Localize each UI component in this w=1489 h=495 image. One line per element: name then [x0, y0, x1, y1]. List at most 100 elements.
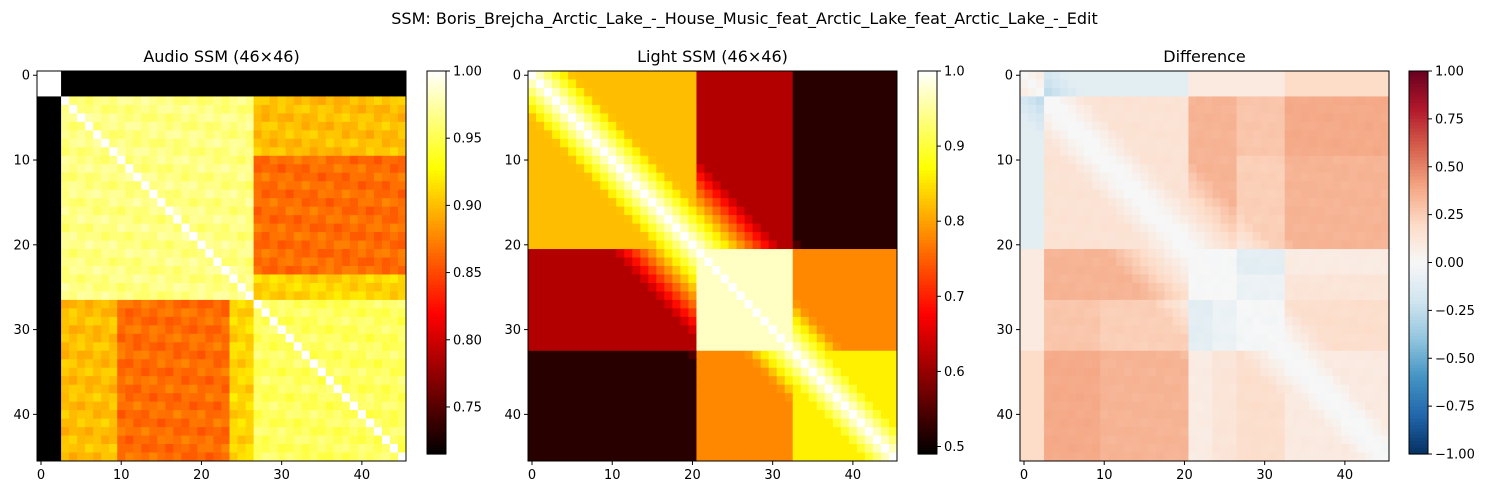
heatmap-cell	[133, 342, 142, 352]
heatmap-cell	[584, 87, 593, 97]
heatmap-cell	[269, 333, 279, 343]
heatmap-cell	[552, 215, 561, 225]
heatmap-cell	[373, 155, 383, 165]
heatmap-cell	[77, 299, 86, 309]
heatmap-cell	[237, 113, 247, 123]
heatmap-cell	[189, 452, 198, 462]
heatmap-cell	[277, 384, 287, 394]
heatmap-cell	[600, 367, 609, 377]
heatmap-cell	[149, 410, 158, 420]
heatmap-cell	[1060, 130, 1069, 140]
heatmap-cell	[261, 240, 271, 250]
heatmap-cell	[1060, 138, 1069, 148]
heatmap-cell	[333, 257, 343, 267]
heatmap-cell	[616, 71, 625, 80]
heatmap-cell	[1076, 87, 1085, 97]
heatmap-cell	[293, 266, 303, 275]
heatmap-cell	[560, 333, 569, 343]
heatmap-cell	[301, 249, 311, 259]
heatmap-cell	[592, 452, 601, 462]
heatmap-cell	[688, 138, 697, 148]
heatmap-cell	[253, 427, 263, 437]
heatmap-cell	[109, 316, 118, 326]
heatmap-cell	[792, 130, 802, 140]
heatmap-cell	[237, 181, 247, 191]
heatmap-cell	[824, 291, 834, 301]
heatmap-cell	[205, 316, 214, 326]
heatmap-cell	[816, 299, 826, 309]
heatmap-cell	[568, 232, 577, 242]
heatmap-cell	[736, 316, 746, 326]
heatmap-cell	[544, 282, 553, 292]
heatmap-cell	[544, 96, 553, 106]
heatmap-cell	[245, 96, 255, 106]
heatmap-cell	[720, 147, 730, 157]
heatmap-cell	[552, 452, 561, 462]
heatmap-cell	[149, 282, 158, 292]
heatmap-cell	[189, 410, 198, 420]
heatmap-cell	[864, 240, 874, 250]
heatmap-cell	[117, 342, 126, 352]
heatmap-cell	[101, 266, 110, 275]
heatmap-cell	[45, 181, 54, 191]
heatmap-cell	[61, 232, 70, 242]
heatmap-cell	[1308, 87, 1318, 97]
heatmap-cell	[640, 138, 649, 148]
heatmap-cell	[237, 232, 247, 242]
heatmap-cell	[1036, 130, 1045, 140]
heatmap-cell	[365, 359, 375, 369]
heatmap-cell	[245, 444, 255, 454]
colorbar-segment	[427, 386, 446, 391]
heatmap-cell	[69, 164, 78, 174]
heatmap-cell	[365, 384, 375, 394]
heatmap-cell	[728, 316, 738, 326]
heatmap-cell	[205, 232, 214, 242]
colorbar-segment	[427, 112, 446, 117]
heatmap-cell	[373, 198, 383, 208]
heatmap-cell	[536, 104, 545, 114]
heatmap-cell	[552, 367, 561, 377]
heatmap-cell	[624, 181, 633, 191]
audio-ssm-heatmap	[37, 71, 407, 462]
heatmap-cell	[888, 299, 898, 309]
heatmap-cell	[816, 291, 826, 301]
heatmap-cell	[1220, 138, 1230, 148]
heatmap-cell	[1236, 96, 1246, 106]
heatmap-cell	[1204, 96, 1214, 106]
heatmap-cell	[141, 325, 150, 335]
heatmap-cell	[37, 96, 46, 106]
heatmap-cell	[149, 266, 158, 275]
heatmap-cell	[333, 266, 343, 275]
heatmap-cell	[1164, 113, 1173, 123]
heatmap-cell	[752, 427, 762, 437]
heatmap-cell	[576, 350, 585, 360]
heatmap-cell	[1324, 138, 1334, 148]
heatmap-cell	[341, 232, 351, 242]
heatmap-cell	[101, 130, 110, 140]
heatmap-cell	[760, 87, 770, 97]
heatmap-cell	[93, 308, 102, 318]
heatmap-cell	[648, 376, 657, 386]
heatmap-cell	[181, 104, 190, 114]
heatmap-cell	[53, 291, 62, 301]
heatmap-cell	[744, 325, 754, 335]
heatmap-cell	[325, 418, 335, 428]
heatmap-cell	[544, 71, 553, 80]
heatmap-cell	[53, 138, 62, 148]
heatmap-cell	[576, 418, 585, 428]
heatmap-cell	[864, 232, 874, 242]
heatmap-cell	[552, 257, 561, 267]
heatmap-cell	[117, 401, 126, 411]
heatmap-cell	[616, 376, 625, 386]
colorbar-segment	[427, 214, 446, 219]
heatmap-cell	[1380, 79, 1390, 89]
heatmap-cell	[149, 333, 158, 343]
heatmap-cell	[205, 189, 214, 199]
heatmap-cell	[696, 215, 705, 225]
heatmap-cell	[189, 87, 198, 97]
heatmap-cell	[688, 376, 697, 386]
heatmap-cell	[736, 104, 746, 114]
colorbar-segment	[427, 383, 446, 388]
heatmap-cell	[680, 147, 689, 157]
heatmap-cell	[117, 198, 126, 208]
